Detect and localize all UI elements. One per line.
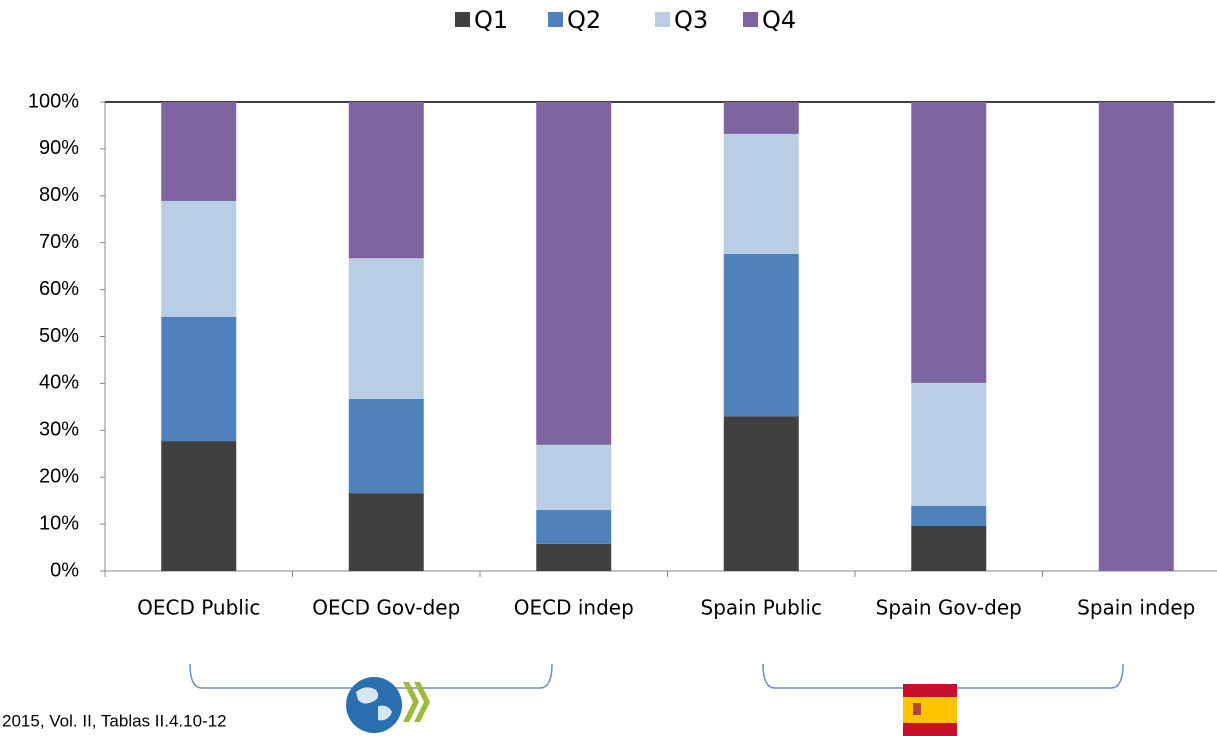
brackets bbox=[189, 663, 1124, 689]
bar-segment bbox=[536, 510, 612, 544]
y-tick-label: 100% bbox=[28, 90, 79, 112]
bar-segment bbox=[161, 200, 237, 317]
globe bbox=[346, 677, 402, 733]
y-tick-label: 80% bbox=[39, 184, 79, 206]
chevrons bbox=[403, 682, 430, 722]
y-tick-label: 0% bbox=[50, 559, 79, 581]
bar-segment bbox=[348, 398, 424, 494]
legend-swatch bbox=[455, 12, 470, 27]
globe-land bbox=[356, 687, 392, 721]
bar-segment bbox=[161, 102, 237, 201]
y-tick-label: 30% bbox=[39, 419, 79, 441]
bar-segment bbox=[911, 525, 987, 571]
x-tick-label: OECD indep bbox=[514, 596, 634, 620]
bar-segment bbox=[536, 543, 612, 571]
y-tick-label: 50% bbox=[39, 325, 79, 347]
y-tick-label: 70% bbox=[39, 231, 79, 253]
legend-label: Q2 bbox=[567, 6, 601, 34]
y-tick-label: 40% bbox=[39, 372, 79, 394]
y-tick-label: 60% bbox=[39, 278, 79, 300]
x-tick-label: OECD Public bbox=[137, 596, 260, 620]
flag-yellow bbox=[903, 697, 957, 723]
oecd-logo bbox=[346, 677, 430, 733]
y-tick-label: 90% bbox=[39, 137, 79, 159]
bar-segment bbox=[723, 102, 799, 134]
bar-segment bbox=[723, 133, 799, 254]
y-tick-label: 20% bbox=[39, 465, 79, 487]
legend-swatch bbox=[655, 12, 670, 27]
x-tick-label: Spain indep bbox=[1077, 596, 1195, 620]
bar-segment bbox=[911, 505, 987, 526]
y-tick-label: 10% bbox=[39, 512, 79, 534]
legend-swatch bbox=[548, 12, 563, 27]
x-tick-label: OECD Gov-dep bbox=[312, 596, 460, 620]
x-tick-label: Spain Gov-dep bbox=[876, 596, 1022, 620]
bar-segment bbox=[723, 416, 799, 571]
bar-segment bbox=[1098, 102, 1174, 571]
bar-segment bbox=[911, 102, 987, 383]
legend-label: Q1 bbox=[474, 6, 508, 34]
bar-segment bbox=[536, 102, 612, 445]
bar-segment bbox=[723, 253, 799, 417]
legend-swatch bbox=[743, 12, 758, 27]
spain-flag bbox=[903, 684, 957, 736]
bar-segment bbox=[536, 444, 612, 511]
bar-segment bbox=[161, 316, 237, 442]
bar-segment bbox=[348, 493, 424, 571]
source-note: 2015, Vol. II, Tablas II.4.10-12 bbox=[2, 711, 227, 730]
legend-label: Q4 bbox=[762, 6, 796, 34]
bar-segment bbox=[348, 258, 424, 399]
bar-segment bbox=[911, 382, 987, 506]
bar-segment bbox=[348, 102, 424, 259]
x-tick-label: Spain Public bbox=[701, 596, 822, 620]
bar-segment bbox=[161, 441, 237, 571]
legend-label: Q3 bbox=[674, 6, 708, 34]
flag-arms bbox=[913, 703, 921, 715]
